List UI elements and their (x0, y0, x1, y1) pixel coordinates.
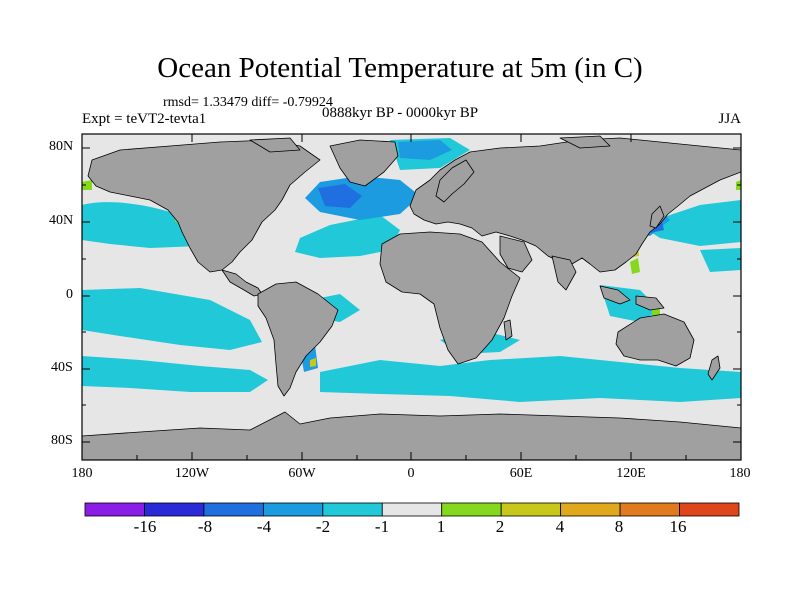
colorbar-label: -16 (133, 517, 157, 536)
y-tick-label: 0 (66, 287, 73, 302)
land-australia (615, 313, 695, 367)
colorbar-label: -4 (256, 517, 272, 536)
colorbar-box (441, 502, 502, 517)
colorbar-box (84, 502, 145, 517)
land-africa (379, 231, 521, 365)
rmsd-diff-stats: rmsd= 1.33479 diff= -0.79924 (163, 95, 333, 110)
x-tick-label: 180 (71, 466, 93, 481)
colorbar-box (203, 502, 264, 517)
colorbar-label: 2 (495, 517, 505, 536)
land-arctic-islands (249, 135, 611, 153)
y-tick-label: 80S (51, 433, 73, 448)
colorbar-label: 8 (614, 517, 624, 536)
land-indonesia (599, 285, 665, 311)
colorbar-label: -1 (374, 517, 390, 536)
land-south-america (257, 281, 339, 397)
colorbar-box (381, 502, 443, 517)
colorbar (84, 502, 740, 517)
period-label: 0888kyr BP - 0000kyr BP (322, 105, 479, 121)
y-tick-marks (82, 147, 741, 443)
colorbar-box (322, 502, 383, 517)
x-tick-label: 0 (407, 466, 415, 481)
x-tick-label: 120E (616, 466, 646, 481)
y-tick-label: 80N (49, 139, 74, 154)
colorbar-label: 4 (555, 517, 565, 536)
colorbar-label: -2 (315, 517, 331, 536)
land-japan (649, 205, 665, 229)
land-greenland (329, 139, 399, 187)
colorbar-label: 16 (669, 517, 687, 536)
y-tick-label: 40S (51, 360, 73, 375)
land-masses (82, 135, 741, 460)
land-arabia (499, 235, 533, 273)
colorbar-box (619, 502, 680, 517)
x-tick-marks (136, 134, 687, 460)
experiment-label: Expt = teVT2-tevta1 (82, 111, 207, 127)
land-antarctica (82, 411, 741, 460)
colorbar-box (560, 502, 621, 517)
map-plot-area (82, 134, 741, 460)
land-eurasia (409, 137, 741, 273)
land-scandinavia (435, 159, 475, 203)
y-tick-label: 40N (49, 213, 74, 228)
x-tick-label: 60E (509, 466, 533, 481)
colorbar-label: 1 (436, 517, 446, 536)
x-tick-label: 120W (174, 466, 210, 481)
map-title: Ocean Potential Temperature at 5m (in C) (157, 52, 643, 84)
x-tick-label: 180 (729, 466, 751, 481)
land-new-zealand (707, 355, 721, 381)
colorbar-box (679, 502, 740, 517)
land-india (551, 255, 577, 291)
season-label: JJA (718, 111, 741, 127)
colorbar-box (144, 502, 205, 517)
land-madagascar (503, 319, 513, 341)
colorbar-box (500, 502, 562, 517)
colorbar-label: -8 (197, 517, 213, 536)
x-tick-label: 60W (288, 466, 316, 481)
colorbar-box (262, 502, 324, 517)
